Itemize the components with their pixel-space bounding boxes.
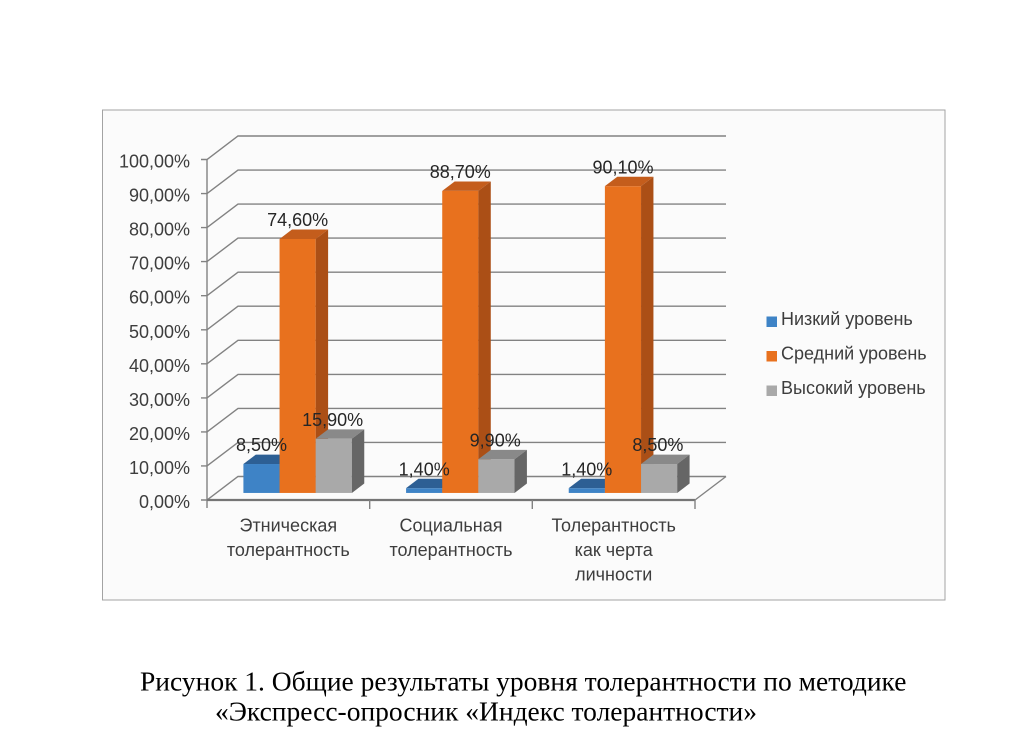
svg-text:Высокий уровень: Высокий уровень bbox=[781, 378, 926, 398]
svg-text:90,10%: 90,10% bbox=[592, 157, 653, 177]
svg-text:Толерантность: Толерантность bbox=[551, 515, 676, 535]
svg-text:8,50%: 8,50% bbox=[236, 435, 287, 455]
svg-text:88,70%: 88,70% bbox=[430, 162, 491, 182]
svg-text:100,00%: 100,00% bbox=[119, 152, 190, 172]
svg-text:Этническая: Этническая bbox=[240, 515, 338, 535]
svg-text:9,90%: 9,90% bbox=[470, 430, 521, 450]
svg-text:90,00%: 90,00% bbox=[129, 186, 190, 206]
svg-text:70,00%: 70,00% bbox=[129, 254, 190, 274]
svg-text:30,00%: 30,00% bbox=[129, 390, 190, 410]
svg-text:40,00%: 40,00% bbox=[129, 356, 190, 376]
svg-text:50,00%: 50,00% bbox=[129, 322, 190, 342]
svg-text:20,00%: 20,00% bbox=[129, 424, 190, 444]
svg-text:Низкий уровень: Низкий уровень bbox=[781, 309, 913, 329]
svg-text:1,40%: 1,40% bbox=[561, 459, 612, 479]
svg-text:толерантность: толерантность bbox=[390, 540, 513, 560]
svg-text:толерантность: толерантность bbox=[227, 540, 350, 560]
svg-text:74,60%: 74,60% bbox=[267, 210, 328, 230]
svg-text:0,00%: 0,00% bbox=[139, 492, 190, 512]
svg-text:Средний уровень: Средний уровень bbox=[781, 344, 927, 364]
svg-text:«Экспресс-опросник «Индекс тол: «Экспресс-опросник «Индекс толерантности… bbox=[215, 696, 757, 727]
svg-text:Социальная: Социальная bbox=[400, 515, 503, 535]
svg-text:Рисунок 1. Общие результаты ур: Рисунок 1. Общие результаты уровня толер… bbox=[140, 666, 906, 697]
svg-text:80,00%: 80,00% bbox=[129, 220, 190, 240]
svg-text:8,50%: 8,50% bbox=[632, 435, 683, 455]
svg-text:60,00%: 60,00% bbox=[129, 288, 190, 308]
svg-text:личности: личности bbox=[575, 565, 652, 585]
svg-text:как черта: как черта bbox=[575, 540, 654, 560]
svg-text:15,90%: 15,90% bbox=[302, 410, 363, 430]
svg-text:1,40%: 1,40% bbox=[399, 459, 450, 479]
svg-text:10,00%: 10,00% bbox=[129, 458, 190, 478]
